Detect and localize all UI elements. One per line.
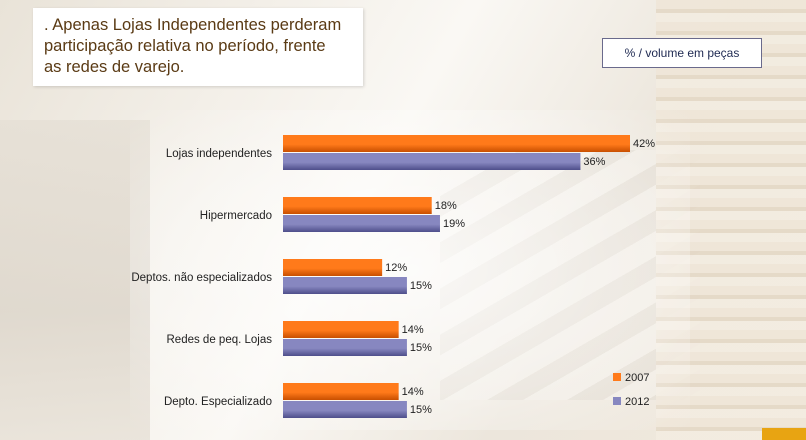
category-label: Hipermercado — [200, 210, 272, 222]
headline-box — [33, 8, 363, 86]
category-label: Lojas independentes — [166, 148, 272, 160]
bar-2012 — [283, 277, 407, 294]
unit-label: % / volume em peças — [602, 38, 762, 68]
corner-accent — [762, 428, 806, 440]
category-label: Depto. Especializado — [164, 396, 272, 408]
background-fabric-left — [0, 120, 150, 440]
bar-2012 — [283, 215, 440, 232]
data-label: 36% — [583, 156, 605, 168]
category-label: Deptos. não especializados — [131, 272, 272, 284]
bar-2007 — [283, 135, 630, 152]
data-label: 19% — [443, 218, 465, 230]
bar-2012 — [283, 153, 581, 170]
data-label: 42% — [633, 138, 655, 150]
data-label: 14% — [402, 324, 424, 336]
headline-text: . Apenas Lojas Independentes perderam pa… — [44, 16, 342, 76]
category-label: Redes de peq. Lojas — [167, 334, 273, 346]
legend-label: 2012 — [625, 396, 649, 408]
legend-swatch-2007 — [613, 373, 621, 381]
legend-swatch-2012 — [613, 397, 621, 405]
data-label: 12% — [385, 262, 407, 274]
bar-2012 — [283, 401, 407, 418]
data-label: 18% — [435, 200, 457, 212]
bar-2007 — [283, 383, 399, 400]
bar-2007 — [283, 321, 399, 338]
data-label: 15% — [410, 342, 432, 354]
data-label: 15% — [410, 404, 432, 416]
bar-2007 — [283, 259, 383, 276]
bar-2012 — [283, 339, 407, 356]
bar-2007 — [283, 197, 432, 214]
data-label: 15% — [410, 280, 432, 292]
legend-label: 2007 — [625, 372, 649, 384]
data-label: 14% — [402, 386, 424, 398]
